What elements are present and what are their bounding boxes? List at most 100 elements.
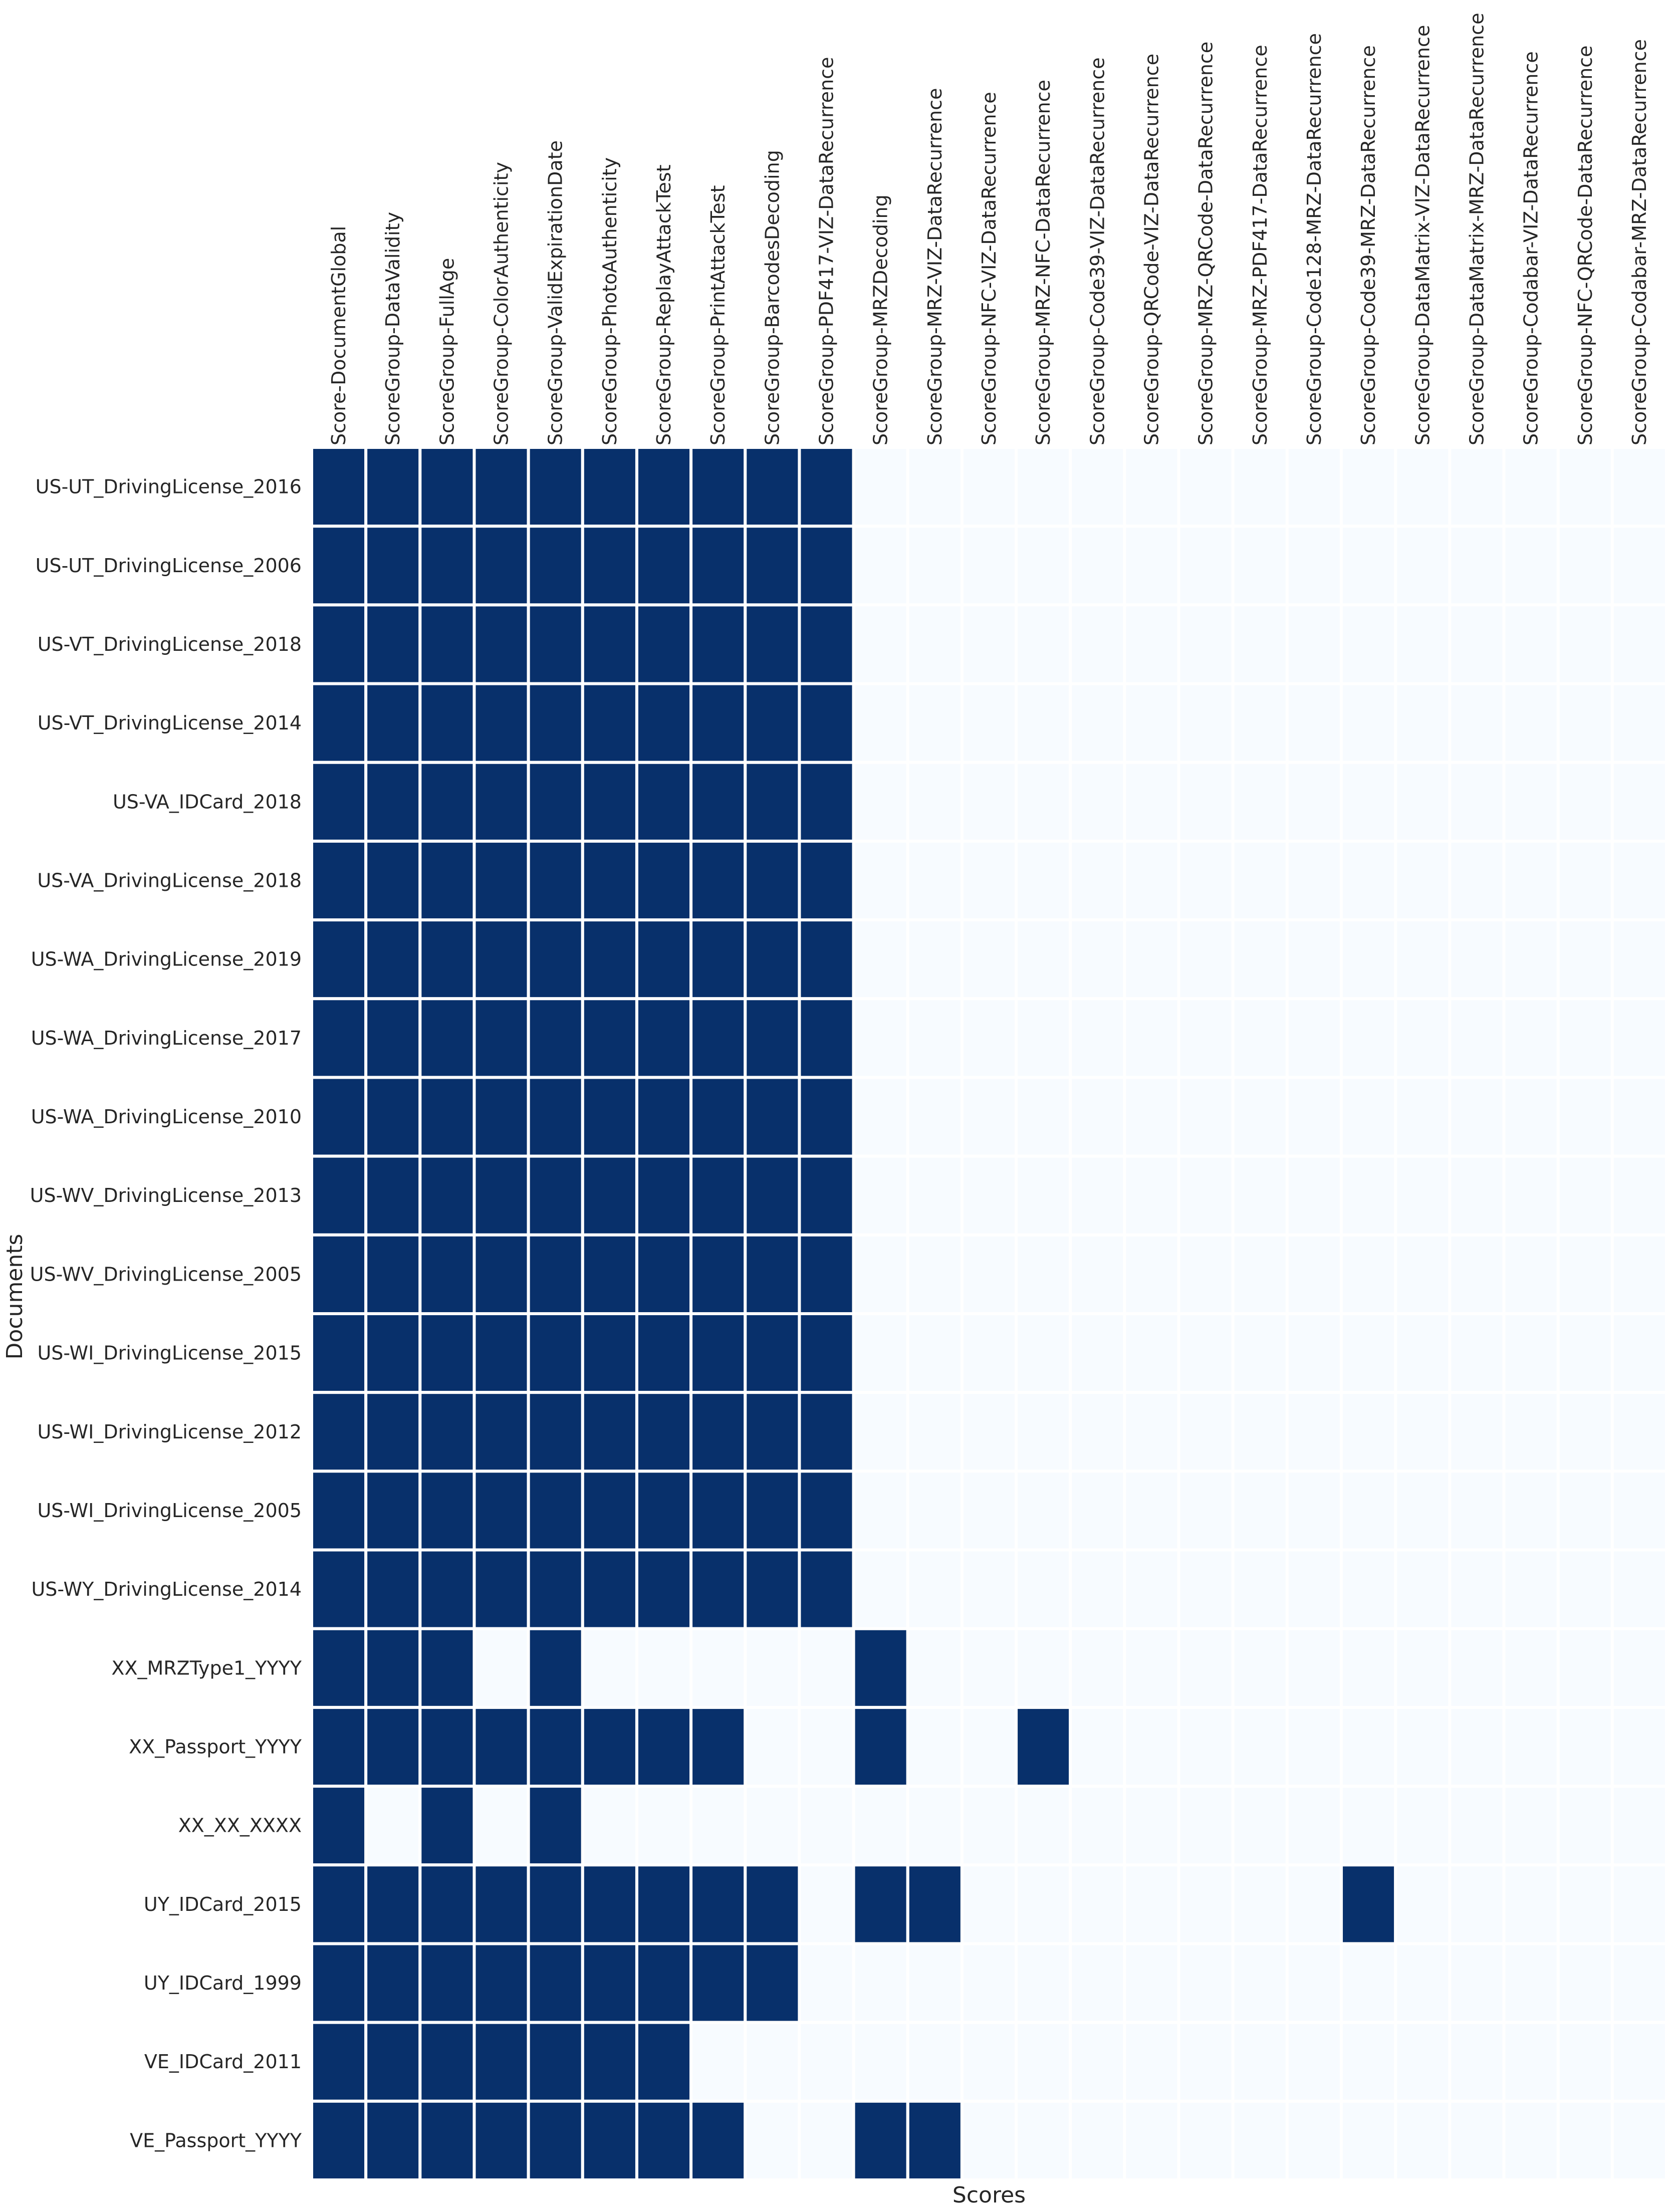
heatmap-cell: [1231, 446, 1289, 528]
heatmap-cell: [1285, 761, 1343, 843]
heatmap-cell: [472, 1154, 530, 1237]
heatmap-cell: [1231, 1548, 1289, 1630]
heatmap-cell: [906, 2099, 964, 2182]
x-tick-label: ScoreGroup-DataMatrix-VIZ-DataRecurrence: [1411, 25, 1433, 445]
heatmap-cell: [1610, 2099, 1668, 2182]
heatmap-cell: [527, 1785, 584, 1867]
heatmap-cell: [1015, 682, 1072, 764]
heatmap-cell: [689, 1391, 747, 1473]
heatmap-cell: [960, 525, 1018, 607]
heatmap-cell: [798, 1785, 855, 1867]
heatmap-cell: [364, 839, 422, 922]
heatmap-cell: [1285, 1863, 1343, 1945]
x-tick-label: ScoreGroup-Code39-MRZ-DataRecurrence: [1357, 45, 1379, 445]
heatmap-cell: [310, 2099, 368, 2182]
heatmap-cell: [798, 525, 855, 607]
heatmap-cell: [1015, 839, 1072, 922]
heatmap-cell: [1123, 603, 1180, 685]
heatmap-cells: [310, 446, 1668, 2182]
heatmap-cell: [960, 1076, 1018, 1158]
heatmap-cell: [1502, 446, 1560, 528]
heatmap-cell: [744, 1076, 801, 1158]
heatmap-cell: [581, 1233, 638, 1315]
heatmap-cell: [581, 1076, 638, 1158]
heatmap-cell: [1340, 918, 1397, 1001]
heatmap-cell: [1502, 918, 1560, 1001]
heatmap-cell: [1394, 1391, 1452, 1473]
y-tick-label: US-WI_DrivingLicense_2005: [37, 1500, 302, 1522]
x-tick-label: ScoreGroup-MRZ-VIZ-DataRecurrence: [924, 88, 946, 445]
x-tick-label: ScoreGroup-Codabar-MRZ-DataRecurrence: [1628, 39, 1650, 445]
heatmap-cell: [310, 682, 368, 764]
heatmap-cell: [1502, 1076, 1560, 1158]
heatmap-cell: [1448, 682, 1506, 764]
y-tick-label: US-VA_IDCard_2018: [113, 791, 302, 813]
heatmap-cell: [310, 761, 368, 843]
heatmap-cell: [1285, 1233, 1343, 1315]
heatmap-cell: [364, 1942, 422, 2024]
heatmap-cell: [1015, 1548, 1072, 1630]
heatmap-cell: [418, 761, 476, 843]
heatmap-cell: [689, 1785, 747, 1867]
heatmap-cell: [527, 2099, 584, 2182]
heatmap-cell: [635, 1627, 693, 1709]
heatmap-cell: [1556, 918, 1614, 1001]
heatmap-cell: [1340, 839, 1397, 922]
heatmap-cell: [1069, 839, 1126, 922]
heatmap-cell: [744, 446, 801, 528]
heatmap-cell: [581, 1785, 638, 1867]
heatmap-cell: [1177, 2021, 1235, 2103]
heatmap-cell: [527, 918, 584, 1001]
y-tick-label: US-VT_DrivingLicense_2014: [38, 712, 302, 734]
heatmap-cell: [418, 1233, 476, 1315]
heatmap-cell: [1069, 1469, 1126, 1552]
heatmap-cell: [581, 1705, 638, 1788]
heatmap-cell: [1502, 603, 1560, 685]
heatmap-cell: [310, 1154, 368, 1237]
heatmap-cell: [1394, 2099, 1452, 2182]
heatmap-cell: [1610, 1469, 1668, 1552]
heatmap-cell: [689, 839, 747, 922]
heatmap-cell: [1394, 1548, 1452, 1630]
heatmap-cell: [472, 2021, 530, 2103]
heatmap-cell: [1610, 1154, 1668, 1237]
heatmap-cell: [1285, 1391, 1343, 1473]
heatmap-cell: [418, 1312, 476, 1394]
heatmap-cell: [635, 1233, 693, 1315]
heatmap-cell: [581, 1154, 638, 1237]
heatmap-cell: [1502, 1705, 1560, 1788]
heatmap-cell: [1556, 1076, 1614, 1158]
heatmap-cell: [960, 1863, 1018, 1945]
heatmap-cell: [1610, 1627, 1668, 1709]
heatmap-cell: [906, 682, 964, 764]
heatmap-cell: [1015, 1942, 1072, 2024]
heatmap-cell: [1340, 2021, 1397, 2103]
heatmap-cell: [1556, 1863, 1614, 1945]
heatmap-cell: [527, 839, 584, 922]
heatmap-cell: [364, 1548, 422, 1630]
heatmap-cell: [1394, 1863, 1452, 1945]
heatmap-cell: [689, 1705, 747, 1788]
heatmap-cell: [1231, 918, 1289, 1001]
heatmap-cell: [1177, 839, 1235, 922]
heatmap-cell: [1502, 2099, 1560, 2182]
heatmap-cell: [1123, 1863, 1180, 1945]
heatmap-cell: [581, 997, 638, 1079]
heatmap-cell: [527, 682, 584, 764]
heatmap-cell: [852, 997, 909, 1079]
heatmap-cell: [1340, 761, 1397, 843]
heatmap-cell: [798, 761, 855, 843]
heatmap-cell: [1610, 1391, 1668, 1473]
heatmap-cell: [472, 1469, 530, 1552]
heatmap-cell: [744, 761, 801, 843]
heatmap-cell: [635, 918, 693, 1001]
x-tick-label: ScoreGroup-ValidExpirationDate: [545, 140, 567, 445]
x-tick-label: ScoreGroup-QRCode-VIZ-DataRecurrence: [1140, 54, 1162, 445]
x-tick-label: ScoreGroup-PDF417-VIZ-DataRecurrence: [816, 57, 838, 445]
heatmap-cell: [1394, 1154, 1452, 1237]
heatmap-cell: [418, 1548, 476, 1630]
heatmap-cell: [472, 1391, 530, 1473]
heatmap-cell: [1394, 525, 1452, 607]
heatmap-cell: [418, 997, 476, 1079]
heatmap-cell: [1448, 1154, 1506, 1237]
